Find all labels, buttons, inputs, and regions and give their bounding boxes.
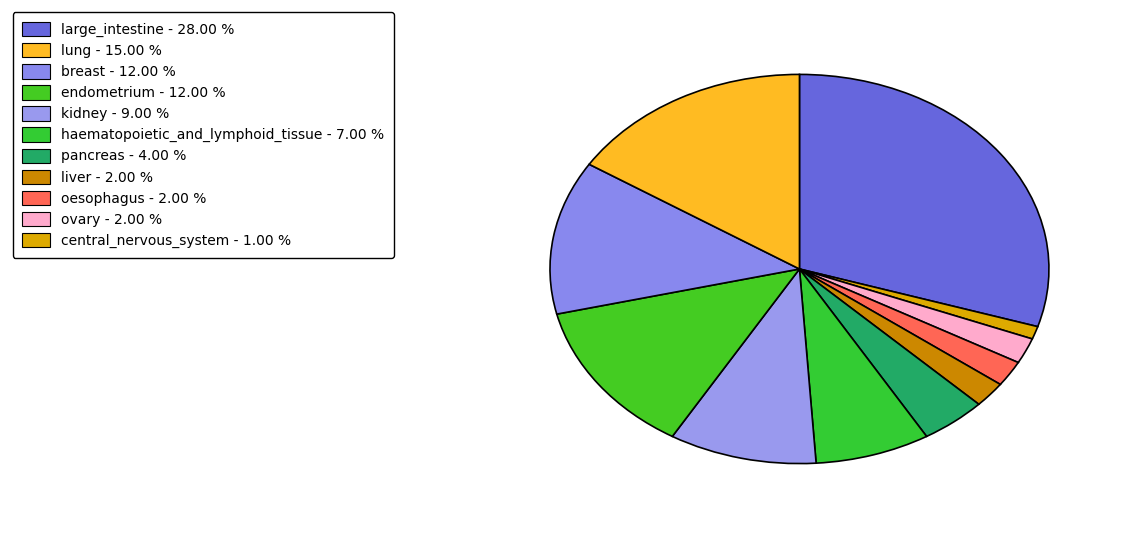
Wedge shape: [590, 74, 799, 269]
Wedge shape: [799, 269, 1018, 385]
Wedge shape: [799, 269, 1038, 339]
Wedge shape: [799, 269, 979, 436]
Wedge shape: [799, 269, 1032, 363]
Wedge shape: [799, 269, 1000, 404]
Wedge shape: [672, 269, 816, 464]
Wedge shape: [550, 164, 799, 314]
Legend: large_intestine - 28.00 %, lung - 15.00 %, breast - 12.00 %, endometrium - 12.00: large_intestine - 28.00 %, lung - 15.00 …: [12, 12, 395, 258]
Wedge shape: [799, 269, 926, 463]
Wedge shape: [557, 269, 799, 436]
Wedge shape: [799, 74, 1049, 327]
